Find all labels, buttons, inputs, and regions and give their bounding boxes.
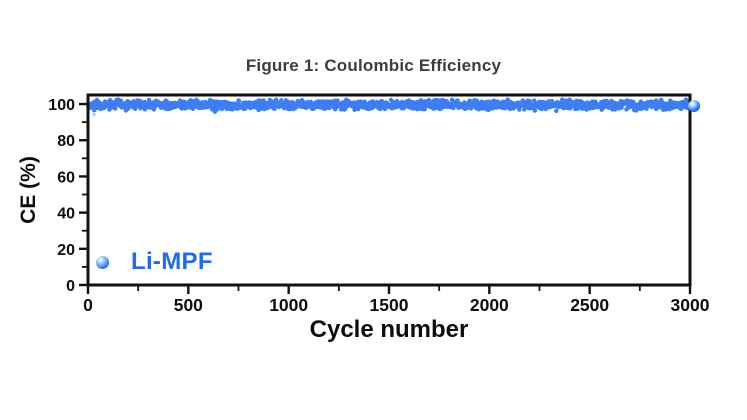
- outlier-point: [92, 112, 96, 117]
- x-tick-label: 500: [174, 295, 203, 315]
- figure-title: Figure 1: Coulombic Efficiency: [245, 56, 502, 75]
- x-tick-label: 1000: [269, 295, 308, 315]
- y-tick-label: 100: [48, 97, 75, 114]
- x-tick-label: 0: [83, 295, 93, 315]
- y-tick-label: 80: [57, 133, 75, 150]
- x-tick-labels: 0 500 1000 1500 2000 2500 3000: [83, 295, 710, 315]
- legend-sphere-marker-icon: [96, 255, 109, 269]
- legend: Li-MPF: [96, 247, 213, 277]
- y-tick-label: 40: [57, 206, 75, 223]
- axis-ticks: [79, 102, 692, 294]
- legend-label: Li-MPF: [131, 248, 213, 275]
- y-tick-label: 20: [57, 242, 75, 259]
- y-axis-title: CE (%): [17, 156, 40, 224]
- y-tick-label: 60: [57, 169, 75, 186]
- x-tick-label: 3000: [671, 295, 710, 315]
- x-tick-label: 2500: [570, 295, 609, 315]
- x-tick-label: 2000: [470, 295, 509, 315]
- series-li-mpf-points: [86, 97, 693, 117]
- y-tick-label: 0: [66, 278, 75, 295]
- x-axis-title: Cycle number: [309, 316, 469, 343]
- plot-frame: [86, 93, 692, 287]
- last-point-sphere-marker: [688, 100, 700, 113]
- x-tick-label: 1500: [370, 295, 409, 315]
- y-tick-labels: 0 20 40 60 80 100: [48, 97, 75, 295]
